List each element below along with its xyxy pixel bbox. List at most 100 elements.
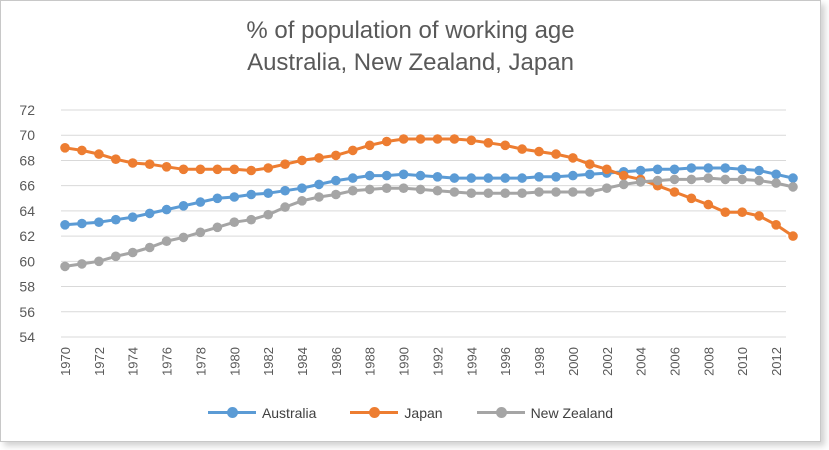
data-point-new-zealand — [652, 175, 663, 186]
chart-frame: % of population of working age Australia… — [0, 0, 821, 442]
legend-item-new-zealand: New Zealand — [476, 405, 613, 421]
data-point-new-zealand — [720, 174, 731, 185]
data-point-new-zealand — [534, 187, 544, 197]
data-point-japan — [483, 138, 494, 148]
data-point-australia — [111, 214, 121, 225]
data-point-australia — [161, 204, 172, 215]
x-tick-label: 1984 — [295, 347, 310, 376]
data-point-japan — [364, 140, 375, 151]
data-point-japan — [398, 134, 409, 144]
x-tick-label: 1988 — [363, 347, 378, 376]
data-point-australia — [348, 173, 358, 183]
data-point-australia — [212, 193, 223, 204]
data-point-australia — [500, 173, 511, 183]
data-point-japan — [127, 158, 138, 168]
data-point-japan — [466, 135, 477, 146]
x-tick-label: 2006 — [667, 347, 682, 376]
series-lines — [60, 134, 798, 272]
data-point-japan — [618, 170, 629, 181]
legend-marker-japan — [350, 407, 399, 418]
x-tick-label: 2000 — [566, 347, 581, 376]
series-line-japan — [64, 137, 794, 238]
data-point-japan — [754, 211, 764, 221]
data-point-australia — [195, 197, 206, 207]
data-point-new-zealand — [111, 251, 121, 262]
data-point-new-zealand — [178, 232, 189, 243]
x-tick-label: 2002 — [600, 347, 615, 376]
legend-label-japan: Japan — [404, 405, 443, 421]
data-point-australia — [314, 179, 324, 190]
data-point-new-zealand — [246, 214, 256, 225]
series-australia — [60, 163, 798, 230]
data-point-japan — [720, 207, 731, 217]
data-point-japan — [602, 164, 612, 175]
data-point-new-zealand — [144, 242, 155, 253]
data-point-australia — [415, 170, 426, 181]
y-tick-label: 70 — [19, 127, 35, 143]
data-point-australia — [771, 169, 781, 180]
data-point-japan — [568, 153, 578, 163]
data-point-japan — [229, 164, 240, 175]
data-point-new-zealand — [686, 174, 697, 185]
y-tick-label: 68 — [19, 152, 35, 168]
data-point-australia — [568, 170, 578, 181]
data-point-japan — [669, 187, 680, 197]
data-point-japan — [314, 153, 324, 163]
y-tick-label: 66 — [19, 178, 35, 194]
legend-item-australia: Australia — [207, 405, 316, 421]
data-point-australia — [534, 172, 544, 182]
data-point-japan — [111, 154, 121, 164]
chart-title: % of population of working age Australia… — [1, 15, 820, 79]
data-point-new-zealand — [263, 209, 274, 220]
data-point-japan — [348, 145, 358, 156]
data-point-new-zealand — [483, 188, 494, 198]
data-point-australia — [754, 165, 764, 176]
data-point-australia — [77, 218, 87, 229]
data-point-australia — [127, 212, 138, 222]
data-point-new-zealand — [127, 247, 138, 258]
data-point-new-zealand — [415, 184, 426, 195]
data-point-japan — [381, 136, 392, 147]
x-tick-label: 1976 — [160, 347, 175, 376]
x-tick-label: 2008 — [701, 347, 716, 376]
data-point-australia — [297, 183, 307, 193]
legend: Australia Japan New Zealand — [1, 405, 820, 421]
data-point-new-zealand — [60, 261, 70, 272]
data-point-new-zealand — [551, 187, 561, 197]
x-tick-label: 1996 — [498, 347, 513, 376]
data-point-japan — [263, 163, 274, 173]
data-point-japan — [246, 165, 256, 176]
data-point-new-zealand — [77, 259, 87, 269]
data-point-new-zealand — [602, 183, 612, 193]
data-point-new-zealand — [381, 183, 392, 193]
legend-dot-new-zealand — [495, 407, 507, 418]
x-tick-label: 1978 — [193, 347, 208, 376]
y-tick-label: 62 — [19, 228, 35, 244]
legend-dot-japan — [369, 407, 381, 418]
data-point-australia — [686, 163, 697, 173]
data-point-japan — [432, 134, 443, 144]
y-tick-label: 58 — [19, 279, 35, 295]
data-point-japan — [686, 193, 697, 204]
data-point-japan — [788, 231, 798, 241]
data-point-australia — [517, 173, 527, 183]
data-point-australia — [331, 175, 341, 186]
data-point-new-zealand — [585, 187, 595, 197]
data-point-australia — [788, 173, 798, 183]
data-point-australia — [449, 173, 460, 183]
data-point-new-zealand — [635, 177, 646, 187]
data-point-new-zealand — [788, 182, 798, 192]
data-point-new-zealand — [297, 196, 307, 206]
data-point-new-zealand — [703, 173, 714, 183]
x-tick-label: 1990 — [397, 347, 412, 376]
chart-title-line-2: Australia, New Zealand, Japan — [247, 49, 574, 76]
data-point-japan — [551, 149, 561, 159]
data-point-new-zealand — [331, 189, 341, 200]
x-tick-label: 1974 — [126, 347, 141, 376]
data-point-australia — [246, 189, 256, 200]
series-japan — [60, 134, 798, 241]
legend-item-japan: Japan — [350, 405, 443, 421]
data-point-japan — [534, 146, 544, 157]
data-point-new-zealand — [432, 185, 443, 196]
y-tick-label: 72 — [19, 102, 35, 118]
